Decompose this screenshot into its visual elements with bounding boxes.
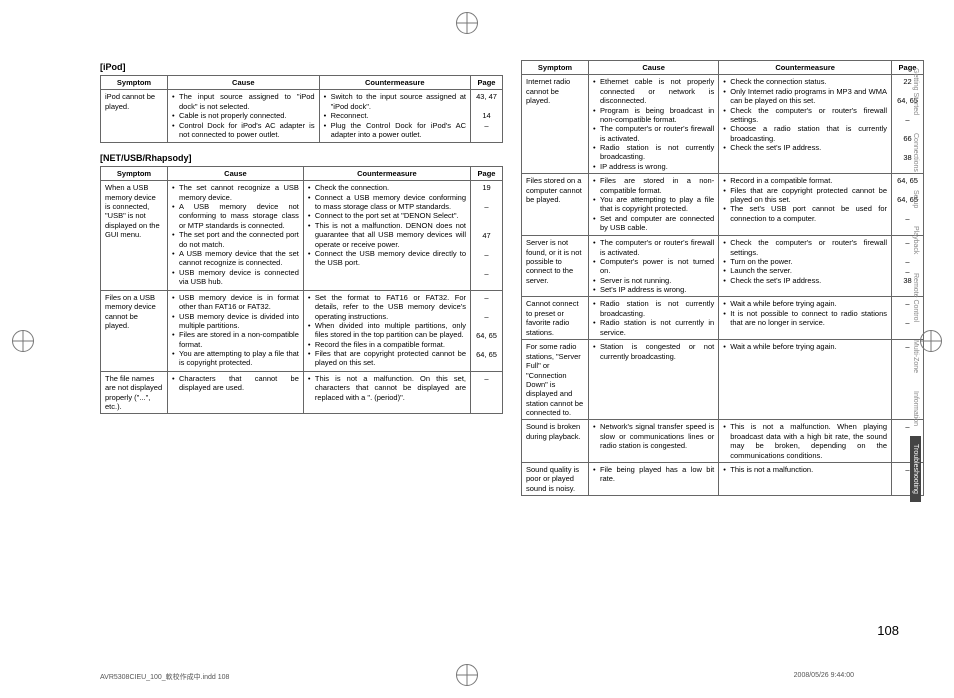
td-page: – [471, 371, 503, 414]
td-page: 19–47–– [471, 181, 503, 291]
td-page: 43, 4714– [471, 90, 503, 143]
td-cause: •File being played has a low bit rate. [589, 462, 719, 495]
td-countermeasure: •This is not a malfunction. On this set,… [303, 371, 470, 414]
td-symptom: When a USB memory device is connected, "… [101, 181, 168, 291]
td-page: ––64, 6564, 65 [471, 290, 503, 371]
footer-left: AVR5308CIEU_100_軟校作成中.indd 108 [100, 672, 229, 682]
th-symptom: Symptom [101, 166, 168, 180]
th-symptom: Symptom [101, 76, 168, 90]
td-cause: •Files are stored in a non-compatible fo… [589, 174, 719, 236]
side-tab: Setup [910, 182, 921, 216]
td-symptom: Internet radio cannot be played. [522, 75, 589, 174]
td-symptom: The file names are not displayed properl… [101, 371, 168, 414]
td-cause: •Radio station is not currently broadcas… [589, 297, 719, 340]
td-symptom: Files on a USB memory device cannot be p… [101, 290, 168, 371]
td-countermeasure: •Check the computer's or router's firewa… [719, 236, 892, 297]
side-tab: Playback [910, 218, 921, 262]
side-tab: Getting Started [910, 60, 921, 123]
td-cause: •Network's signal transfer speed is slow… [589, 420, 719, 463]
footer: AVR5308CIEU_100_軟校作成中.indd 108 2008/05/2… [100, 672, 854, 682]
left-column: [iPod] Symptom Cause Countermeasure Page… [100, 60, 503, 506]
td-symptom: Server is not found, or it is not possib… [522, 236, 589, 297]
td-cause: •The input source assigned to "iPod dock… [168, 90, 320, 143]
td-symptom: Sound quality is poor or played sound is… [522, 462, 589, 495]
td-countermeasure: •This is not a malfunction. When playing… [719, 420, 892, 463]
td-countermeasure: •Wait a while before trying again. [719, 340, 892, 420]
td-cause: •Characters that cannot be displayed are… [168, 371, 304, 414]
th-page: Page [471, 76, 503, 90]
section-title: [iPod] [100, 62, 503, 72]
td-cause: •The computer's or router's firewall is … [589, 236, 719, 297]
th-cause: Cause [168, 76, 320, 90]
td-countermeasure: •Switch to the input source assigned at … [319, 90, 470, 143]
troubleshooting-table: Symptom Cause Countermeasure Page Intern… [521, 60, 924, 496]
footer-right: 2008/05/26 9:44:00 [794, 672, 854, 682]
td-countermeasure: •Check the connection.•Connect a USB mem… [303, 181, 470, 291]
th-countermeasure: Countermeasure [319, 76, 470, 90]
td-cause: •Ethernet cable is not properly connecte… [589, 75, 719, 174]
td-symptom: Sound is broken during playback. [522, 420, 589, 463]
td-countermeasure: •Check the connection status.•Only Inter… [719, 75, 892, 174]
td-cause: •USB memory device is in format other th… [168, 290, 304, 371]
troubleshooting-table: Symptom Cause Countermeasure Page When a… [100, 166, 503, 414]
td-symptom: For some radio stations, "Server Full" o… [522, 340, 589, 420]
th-cause: Cause [589, 61, 719, 75]
side-tab: Connections [910, 125, 921, 180]
side-tab: Multi-Zone [910, 332, 921, 381]
side-tab: Information [910, 383, 921, 434]
troubleshooting-table: Symptom Cause Countermeasure Page iPod c… [100, 75, 503, 143]
side-tab-strip: Getting Started Connections Setup Playback R… [910, 60, 921, 502]
th-page: Page [471, 166, 503, 180]
side-tab: Remote Control [910, 265, 921, 330]
td-cause: •The set cannot recognize a USB memory d… [168, 181, 304, 291]
section-title: [NET/USB/Rhapsody] [100, 153, 503, 163]
crop-mark-right [920, 330, 942, 352]
td-countermeasure: •Wait a while before trying again.•It is… [719, 297, 892, 340]
td-countermeasure: •Record in a compatible format.•Files th… [719, 174, 892, 236]
side-tab: Troubleshooting [910, 436, 921, 502]
th-countermeasure: Countermeasure [719, 61, 892, 75]
td-cause: •Station is congested or not currently b… [589, 340, 719, 420]
td-countermeasure: •This is not a malfunction. [719, 462, 892, 495]
page-number: 108 [877, 623, 899, 638]
th-cause: Cause [168, 166, 304, 180]
td-symptom: Files stored on a computer cannot be pla… [522, 174, 589, 236]
th-symptom: Symptom [522, 61, 589, 75]
crop-mark-top [456, 12, 478, 34]
td-symptom: Cannot connect to preset or favorite rad… [522, 297, 589, 340]
td-countermeasure: •Set the format to FAT16 or FAT32. For d… [303, 290, 470, 371]
right-column: Symptom Cause Countermeasure Page Intern… [521, 60, 924, 506]
th-countermeasure: Countermeasure [303, 166, 470, 180]
crop-mark-left [12, 330, 34, 352]
td-symptom: iPod cannot be played. [101, 90, 168, 143]
